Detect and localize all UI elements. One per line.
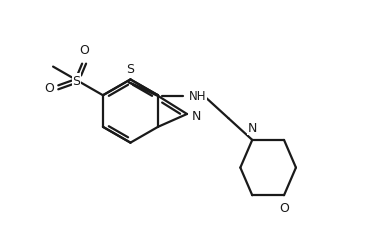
Text: S: S (126, 63, 134, 76)
Text: O: O (44, 82, 54, 94)
Text: O: O (279, 201, 289, 214)
Text: S: S (72, 75, 80, 87)
Text: NH: NH (189, 90, 206, 103)
Text: O: O (79, 44, 89, 57)
Text: N: N (192, 110, 201, 123)
Text: N: N (248, 121, 257, 134)
